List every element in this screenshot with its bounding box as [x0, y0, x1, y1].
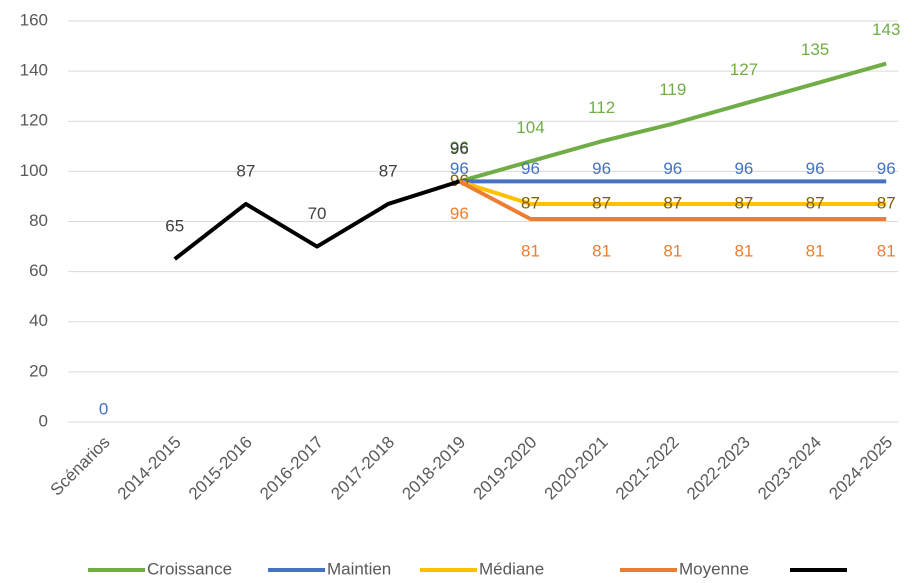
data-label: 81 [877, 241, 896, 260]
y-tick-label: 100 [20, 161, 48, 180]
y-tick-label: 140 [20, 61, 48, 80]
series-line [173, 179, 460, 261]
x-tick-label: 2020-2021 [541, 433, 612, 504]
y-tick-label: 60 [29, 261, 48, 280]
data-label: 135 [801, 40, 829, 59]
data-label: 87 [236, 161, 255, 180]
y-tick-label: 120 [20, 111, 48, 130]
x-tick-label: 2016-2017 [256, 433, 327, 504]
legend-label: Maintien [327, 559, 391, 578]
data-label: 96 [521, 159, 540, 178]
data-label: 112 [588, 98, 615, 117]
data-label: 0 [99, 399, 108, 418]
data-label: 87 [734, 193, 753, 212]
data-label: 96 [450, 204, 469, 223]
data-label: 143 [872, 20, 900, 39]
data-label: 96 [450, 159, 469, 178]
y-tick-label: 80 [29, 211, 48, 230]
y-tick-label: 40 [29, 311, 48, 330]
data-label: 81 [521, 241, 540, 260]
data-label: 96 [450, 139, 469, 158]
series-line [458, 179, 887, 221]
data-label: 96 [663, 159, 682, 178]
data-label: 87 [877, 193, 896, 212]
legend-label: Moyenne [679, 559, 749, 578]
data-label: 119 [659, 80, 686, 99]
x-tick-label: 2019-2020 [470, 433, 541, 504]
data-label: 96 [592, 159, 611, 178]
x-tick-label: 2014-2015 [114, 433, 185, 504]
legend-label: Médiane [479, 559, 544, 578]
data-label: 127 [730, 60, 758, 79]
x-tick-label: 2022-2023 [683, 433, 754, 504]
data-label: 96 [877, 159, 896, 178]
data-label: 104 [516, 118, 544, 137]
series-line [458, 179, 887, 206]
data-label: 65 [165, 217, 184, 236]
x-tick-label: 2018-2019 [398, 433, 469, 504]
data-label: 81 [806, 241, 825, 260]
x-tick-label: Scénarios [47, 433, 114, 500]
data-label: 87 [521, 193, 540, 212]
series-line [458, 61, 887, 184]
y-tick-label: 20 [29, 361, 48, 380]
y-tick-label: 160 [20, 10, 48, 29]
data-label: 87 [663, 193, 682, 212]
x-tick-label: 2021-2022 [612, 433, 683, 504]
data-label: 87 [379, 161, 398, 180]
data-label: 70 [308, 204, 327, 223]
x-tick-label: 2024-2025 [825, 433, 896, 504]
y-tick-label: 0 [39, 411, 48, 430]
data-label: 81 [734, 241, 753, 260]
data-label: 81 [592, 241, 611, 260]
data-label: 96 [450, 138, 469, 157]
data-label: 96 [734, 159, 753, 178]
legend-label: Croissance [147, 559, 232, 578]
data-label: 81 [663, 241, 682, 260]
x-tick-label: 2017-2018 [327, 433, 398, 504]
x-tick-label: 2015-2016 [185, 433, 256, 504]
data-label: 87 [592, 193, 611, 212]
data-label: 96 [806, 159, 825, 178]
x-tick-label: 2023-2024 [754, 433, 825, 504]
data-label: 87 [806, 193, 825, 212]
